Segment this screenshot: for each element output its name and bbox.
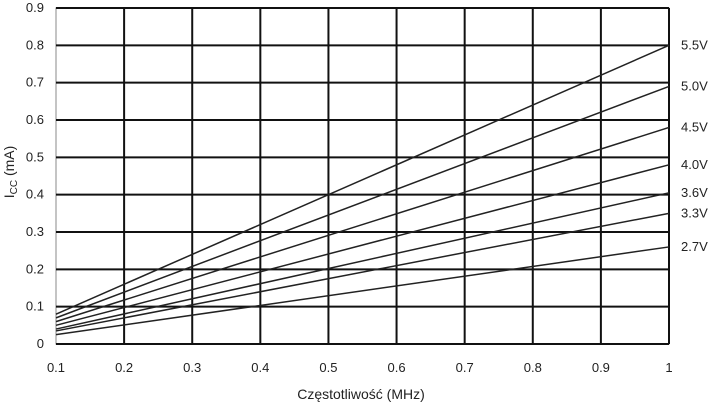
y-tick-label: 0.7: [26, 75, 44, 90]
series-label: 4.5V: [681, 119, 708, 134]
y-tick-label: 0: [37, 336, 44, 351]
y-tick-label: 0.3: [26, 224, 44, 239]
series-layer: [55, 44, 670, 336]
y-tick-label: 0.6: [26, 112, 44, 127]
y-tick-labels: 0 0.1 0.2 0.3 0.4 0.5 0.6 0.7 0.8 0.9: [26, 0, 44, 351]
series-label: 5.0V: [681, 78, 708, 93]
y-axis-title-main: I: [1, 194, 17, 198]
y-tick-label: 0.4: [26, 187, 44, 202]
series-label: 3.6V: [681, 185, 708, 200]
series-label: 3.3V: [681, 205, 708, 220]
series-line: [55, 192, 670, 330]
x-tick-label: 0.2: [115, 360, 133, 375]
y-axis-title: ICC (mA): [1, 146, 20, 199]
x-tick-label: 0.5: [319, 360, 337, 375]
y-tick-label: 0.5: [26, 149, 44, 164]
x-tick-label: 0.9: [592, 360, 610, 375]
x-tick-label: 1: [665, 360, 672, 375]
x-tick-label: 0.4: [251, 360, 269, 375]
x-tick-label: 0.1: [47, 360, 65, 375]
x-tick-label: 0.6: [388, 360, 406, 375]
series-line: [55, 164, 670, 327]
plot-frame: [55, 7, 670, 345]
series-line: [55, 246, 670, 336]
y-axis-title-unit: (mA): [1, 146, 17, 180]
series-label: 5.5V: [681, 37, 708, 52]
x-tick-label: 0.8: [524, 360, 542, 375]
series-labels: 5.5V 5.0V 4.5V 4.0V 3.6V 3.3V 2.7V: [681, 37, 708, 254]
series-line: [55, 126, 670, 323]
grid-layer: [55, 7, 670, 345]
x-tick-label: 0.3: [183, 360, 201, 375]
series-line: [55, 212, 670, 332]
x-tick-label: 0.7: [456, 360, 474, 375]
series-line: [55, 85, 670, 319]
y-tick-label: 0.8: [26, 37, 44, 52]
y-tick-label: 0.1: [26, 299, 44, 314]
y-tick-label: 0.9: [26, 0, 44, 15]
series-label: 4.0V: [681, 157, 708, 172]
series-label: 2.7V: [681, 239, 708, 254]
x-tick-labels: 0.1 0.2 0.3 0.4 0.5 0.6 0.7 0.8 0.9 1: [47, 360, 673, 375]
y-axis-title-subscript: CC: [9, 180, 20, 194]
y-tick-label: 0.2: [26, 261, 44, 276]
x-axis-title: Częstotliwość (MHz): [297, 386, 425, 402]
series-line: [55, 44, 670, 315]
